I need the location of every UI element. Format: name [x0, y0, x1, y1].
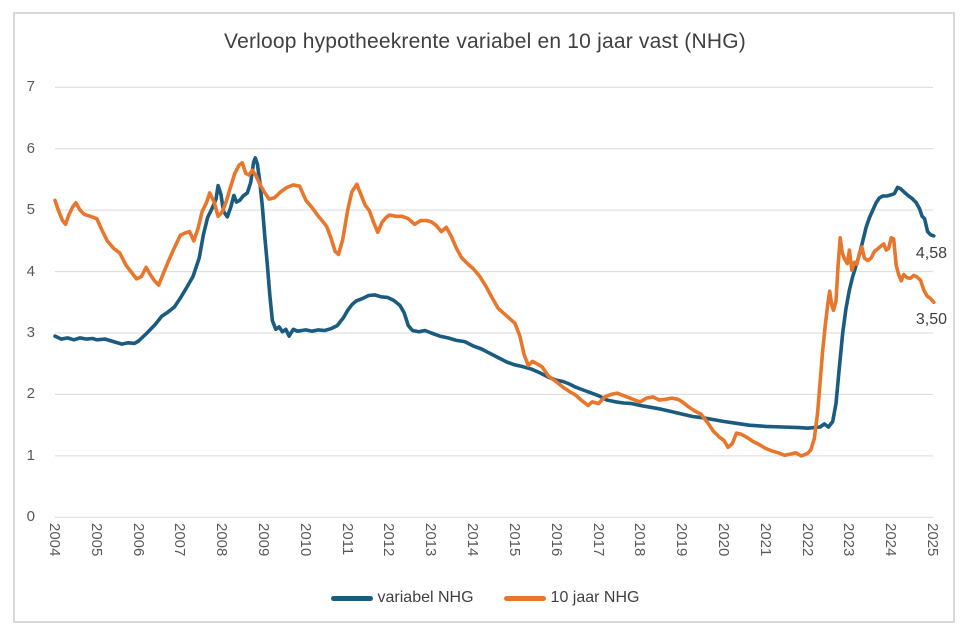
x-axis-label: 2016 — [547, 523, 565, 557]
chart-title: Verloop hypotheekrente variabel en 10 ja… — [224, 30, 746, 53]
x-axis-label: 2005 — [87, 523, 105, 557]
y-axis-label: 2 — [26, 385, 35, 403]
x-axis-label: 2006 — [129, 523, 147, 557]
chart-frame — [13, 12, 955, 623]
x-axis-label: 2023 — [840, 523, 858, 557]
legend-swatch-variabel-nhg-icon — [330, 595, 373, 601]
y-axis-label: 3 — [26, 324, 35, 341]
x-axis-label: 2025 — [924, 523, 941, 557]
x-axis-label: 2013 — [422, 523, 440, 557]
x-axis-label: 2018 — [631, 523, 649, 557]
series-line-10-jaar-nhg — [53, 161, 936, 458]
x-axis-label: 2008 — [213, 523, 231, 557]
series-end-label-variabel-nhg: 4,58 — [915, 244, 947, 262]
x-axis-label: 2009 — [255, 523, 273, 557]
x-axis-label: 2017 — [589, 523, 607, 557]
x-axis-label: 2022 — [798, 523, 816, 557]
series-end-label-10-jaar-nhg: 3,50 — [915, 311, 947, 329]
x-axis-label: 2010 — [296, 523, 314, 557]
legend-item-10-jaar-nhg: 10 jaar NHG — [503, 589, 640, 607]
y-axis-label: 0 — [26, 508, 35, 526]
x-axis-label: 2011 — [338, 523, 356, 556]
x-axis-label: 2019 — [673, 523, 691, 557]
legend-item-variabel-nhg: variabel NHG — [330, 589, 474, 607]
x-axis-label: 2012 — [380, 523, 398, 557]
legend: variabel NHG 10 jaar NHG — [13, 589, 957, 607]
y-axis-label: 1 — [26, 446, 35, 464]
x-axis-label: 2014 — [464, 523, 482, 557]
x-axis-label: 2007 — [171, 523, 189, 557]
y-axis-label: 5 — [26, 201, 35, 219]
legend-label-10-jaar-nhg: 10 jaar NHG — [550, 589, 640, 606]
x-axis-label: 2024 — [882, 523, 900, 557]
series-line-variabel-nhg — [53, 156, 936, 431]
legend-label-variabel-nhg: variabel NHG — [377, 589, 474, 606]
legend-swatch-10-jaar-nhg-icon — [503, 595, 546, 601]
x-axis-label: 2021 — [756, 523, 774, 557]
y-axis-label: 6 — [26, 139, 35, 157]
y-axis-label: 7 — [26, 78, 35, 96]
x-axis-label: 2015 — [505, 523, 523, 557]
y-axis-label: 4 — [26, 262, 35, 280]
x-axis-label: 2020 — [714, 523, 732, 557]
x-axis-label: 2004 — [46, 523, 63, 557]
